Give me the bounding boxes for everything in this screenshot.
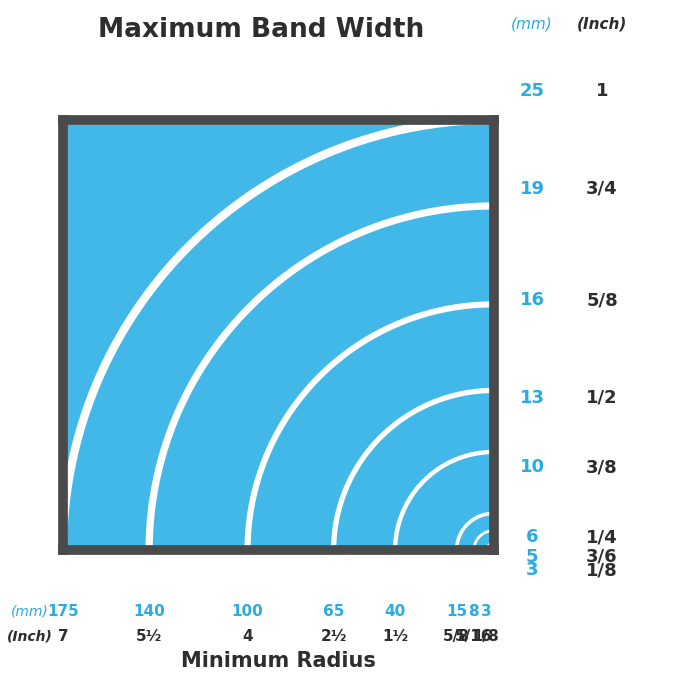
Text: 16: 16 [519, 291, 545, 309]
Text: 3/8: 3/8 [586, 458, 618, 477]
Text: 1/8: 1/8 [586, 561, 618, 580]
Text: Maximum Band Width: Maximum Band Width [98, 17, 424, 43]
Text: 7: 7 [57, 629, 69, 644]
Text: 3/4: 3/4 [586, 180, 618, 198]
Text: 40: 40 [384, 604, 406, 619]
Text: (Inch): (Inch) [6, 630, 52, 643]
Text: 15: 15 [446, 604, 467, 619]
Text: 4: 4 [242, 629, 253, 644]
Text: 5/8: 5/8 [586, 291, 618, 309]
Text: 1/2: 1/2 [586, 389, 618, 407]
Text: 1: 1 [596, 83, 608, 100]
Text: 6: 6 [526, 528, 538, 546]
Text: 5/16: 5/16 [455, 629, 493, 644]
Text: 19: 19 [519, 180, 545, 198]
Text: (mm): (mm) [10, 605, 48, 618]
Text: 3/6: 3/6 [586, 548, 618, 565]
Text: 25: 25 [519, 83, 545, 100]
Text: 5¹⁄₂: 5¹⁄₂ [136, 629, 162, 644]
Text: 140: 140 [133, 604, 165, 619]
Text: 13: 13 [519, 389, 545, 407]
Text: 65: 65 [323, 604, 344, 619]
Text: (mm): (mm) [511, 17, 553, 32]
Text: 100: 100 [232, 604, 263, 619]
Text: 2¹⁄₂: 2¹⁄₂ [321, 629, 346, 644]
Text: 8: 8 [468, 604, 479, 619]
Text: (Inch): (Inch) [577, 17, 627, 32]
Text: 1/4: 1/4 [586, 528, 618, 546]
Text: 10: 10 [519, 458, 545, 477]
Text: 1/8: 1/8 [473, 629, 500, 644]
Text: 3: 3 [526, 561, 538, 580]
Text: 175: 175 [47, 604, 79, 619]
Text: 3: 3 [481, 604, 491, 619]
Text: 5: 5 [526, 548, 538, 565]
Text: 1¹⁄₂: 1¹⁄₂ [382, 629, 408, 644]
Text: 5/8: 5/8 [443, 629, 470, 644]
Text: Minimum Radius: Minimum Radius [181, 651, 376, 672]
